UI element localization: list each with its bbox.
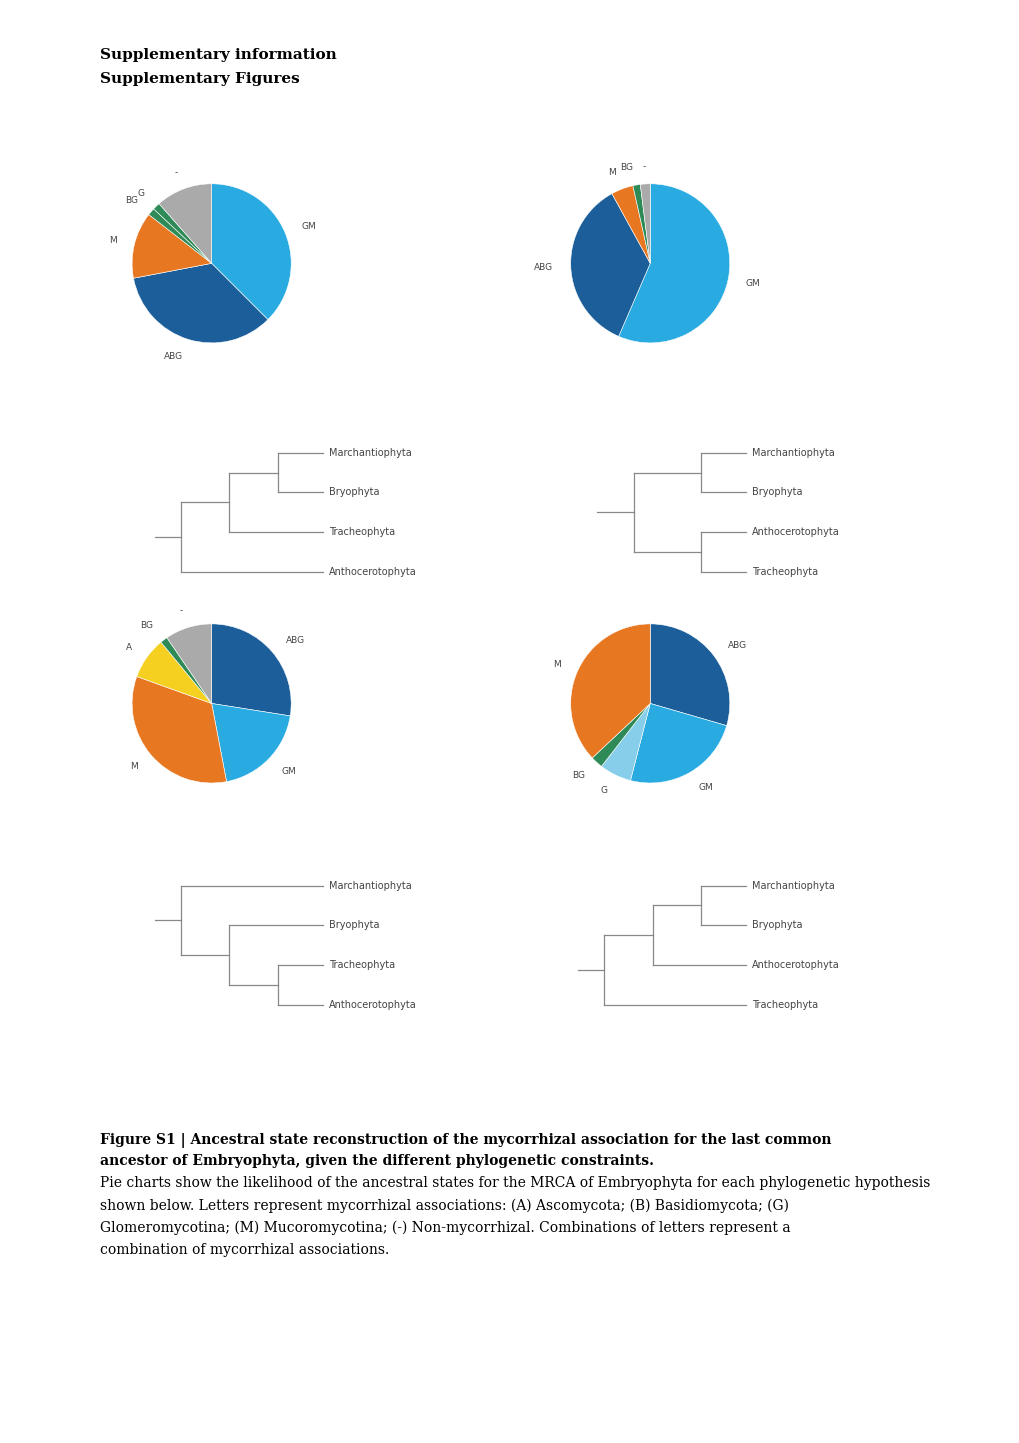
- Wedge shape: [571, 623, 650, 758]
- Text: M: M: [607, 167, 615, 177]
- Text: Anthocerotophyta: Anthocerotophyta: [751, 960, 839, 970]
- Wedge shape: [167, 623, 212, 703]
- Text: A: A: [126, 644, 132, 652]
- Wedge shape: [132, 215, 212, 278]
- Text: Glomeromycotina; (M) Mucoromycotina; (-) Non-mycorrhizal. Combinations of letter: Glomeromycotina; (M) Mucoromycotina; (-)…: [100, 1221, 790, 1235]
- Wedge shape: [632, 185, 650, 263]
- Text: Supplementary Figures: Supplementary Figures: [100, 72, 300, 87]
- Text: Anthocerotophyta: Anthocerotophyta: [328, 567, 416, 577]
- Text: Bryophyta: Bryophyta: [751, 488, 802, 498]
- Wedge shape: [149, 209, 212, 263]
- Text: Figure S1 | Ancestral state reconstruction of the mycorrhizal association for th: Figure S1 | Ancestral state reconstructi…: [100, 1133, 830, 1147]
- Wedge shape: [619, 183, 729, 343]
- Text: Marchantiophyta: Marchantiophyta: [751, 880, 834, 890]
- Wedge shape: [161, 638, 212, 703]
- Wedge shape: [649, 623, 729, 726]
- Text: Marchantiophyta: Marchantiophyta: [328, 447, 411, 457]
- Text: ancestor of Embryophyta, given the different phylogenetic constraints.: ancestor of Embryophyta, given the diffe…: [100, 1154, 653, 1169]
- Text: combination of mycorrhizal associations.: combination of mycorrhizal associations.: [100, 1242, 389, 1257]
- Wedge shape: [212, 703, 290, 782]
- Text: Bryophyta: Bryophyta: [328, 488, 379, 498]
- Text: BG: BG: [572, 771, 584, 779]
- Text: BG: BG: [124, 196, 138, 205]
- Wedge shape: [133, 263, 268, 343]
- Text: Supplementary information: Supplementary information: [100, 48, 336, 62]
- Wedge shape: [611, 186, 650, 263]
- Text: Anthocerotophyta: Anthocerotophyta: [328, 1000, 416, 1010]
- Text: Marchantiophyta: Marchantiophyta: [328, 880, 411, 890]
- Text: GM: GM: [301, 222, 316, 231]
- Text: Anthocerotophyta: Anthocerotophyta: [751, 527, 839, 537]
- Wedge shape: [630, 703, 726, 784]
- Text: Bryophyta: Bryophyta: [751, 921, 802, 931]
- Text: ABG: ABG: [534, 264, 552, 273]
- Wedge shape: [154, 203, 212, 263]
- Text: ABG: ABG: [164, 352, 183, 361]
- Text: BG: BG: [141, 622, 153, 631]
- Text: Bryophyta: Bryophyta: [328, 921, 379, 931]
- Wedge shape: [592, 703, 650, 766]
- Wedge shape: [640, 183, 650, 263]
- Text: ABG: ABG: [728, 641, 746, 649]
- Text: Tracheophyta: Tracheophyta: [751, 1000, 817, 1010]
- Text: GM: GM: [698, 784, 712, 792]
- Wedge shape: [601, 703, 650, 781]
- Text: G: G: [600, 786, 607, 795]
- Wedge shape: [211, 183, 290, 319]
- Text: M: M: [553, 661, 560, 670]
- Text: -: -: [642, 162, 645, 170]
- Wedge shape: [137, 642, 212, 703]
- Text: Tracheophyta: Tracheophyta: [328, 527, 394, 537]
- Text: M: M: [109, 237, 117, 245]
- Text: Marchantiophyta: Marchantiophyta: [751, 447, 834, 457]
- Text: -: -: [179, 606, 183, 615]
- Text: -: -: [174, 167, 177, 177]
- Text: GM: GM: [281, 766, 296, 775]
- Text: GM: GM: [745, 278, 759, 287]
- Text: BG: BG: [620, 163, 633, 172]
- Text: G: G: [137, 189, 144, 198]
- Text: ABG: ABG: [285, 636, 305, 645]
- Text: M: M: [130, 762, 138, 771]
- Wedge shape: [211, 623, 290, 716]
- Wedge shape: [159, 183, 212, 263]
- Text: shown below. Letters represent mycorrhizal associations: (A) Ascomycota; (B) Bas: shown below. Letters represent mycorrhiz…: [100, 1198, 788, 1212]
- Text: Tracheophyta: Tracheophyta: [751, 567, 817, 577]
- Wedge shape: [132, 677, 226, 784]
- Wedge shape: [571, 193, 650, 336]
- Text: Pie charts show the likelihood of the ancestral states for the MRCA of Embryophy: Pie charts show the likelihood of the an…: [100, 1176, 929, 1190]
- Text: Tracheophyta: Tracheophyta: [328, 960, 394, 970]
